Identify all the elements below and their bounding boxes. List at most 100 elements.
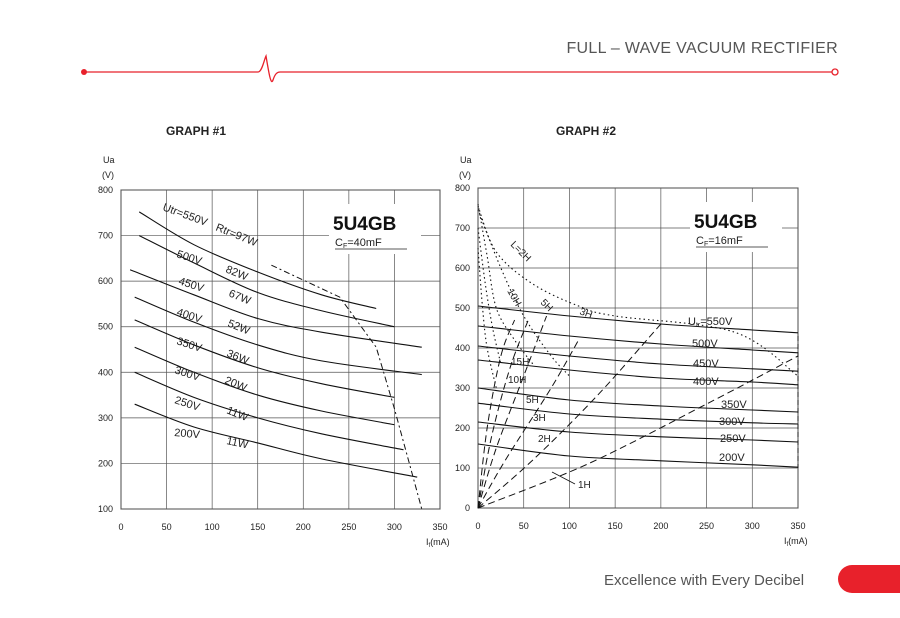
- y-tick-label: 800: [455, 183, 470, 193]
- capacitance-label: CF=40mF: [335, 237, 382, 250]
- series-line: [477, 387, 799, 413]
- series-line: [134, 371, 404, 451]
- inductance-label: 5H: [538, 297, 555, 314]
- y-tick-label: 700: [98, 231, 113, 241]
- x-tick-label: 100: [205, 522, 220, 532]
- tube-label-bg: [690, 202, 782, 252]
- x-tick-label: 50: [519, 521, 529, 531]
- inductance-leader-line: [551, 471, 576, 485]
- page-title: FULL – WAVE VACUUM RECTIFIER: [566, 40, 838, 57]
- x-tick-label: 250: [699, 521, 714, 531]
- inductance-curve-dashed: [477, 323, 662, 509]
- series-label: 350V: [721, 399, 747, 411]
- y-tick-label: 400: [455, 343, 470, 353]
- inductance-curve-dotted: [477, 227, 502, 365]
- inductance-curve-dotted: [477, 205, 799, 377]
- series-label: Utr=550V: [688, 316, 733, 329]
- y-tick-label: 500: [98, 322, 113, 332]
- x-tick-label: 0: [118, 522, 123, 532]
- series-label: 250V: [720, 433, 746, 445]
- series-line: [477, 402, 799, 425]
- series-line: [134, 346, 395, 426]
- tube-label-bg: [329, 204, 421, 254]
- inductance-label: 10H: [504, 287, 523, 308]
- inductance-label: 15H: [511, 357, 529, 368]
- y-tick-label: 600: [98, 276, 113, 286]
- series-curves: [477, 305, 799, 468]
- tube-name: 5U4GB: [694, 212, 757, 233]
- graph-title: GRAPH #1: [166, 124, 226, 138]
- series-label: 200V: [174, 427, 201, 441]
- series-label: 450V: [693, 358, 719, 370]
- y-tick-label: 800: [98, 185, 113, 195]
- rule-line: [84, 53, 834, 83]
- x-tick-label: 200: [296, 522, 311, 532]
- series-line: [477, 345, 799, 372]
- series-line: [134, 296, 422, 376]
- x-tick-label: 350: [790, 521, 805, 531]
- series-label: 400V: [693, 376, 719, 388]
- y-tick-label: 100: [455, 463, 470, 473]
- y-axis-label: Ua: [103, 155, 115, 165]
- x-tick-label: 300: [745, 521, 760, 531]
- footer-tagline: Excellence with Every Decibel: [604, 572, 805, 589]
- series-line: [477, 443, 799, 468]
- header-rule: [81, 53, 839, 83]
- series-line: [134, 319, 395, 398]
- series-power-label: 11W: [225, 435, 249, 451]
- series-label: 300V: [719, 416, 745, 428]
- x-tick-label: 350: [432, 522, 447, 532]
- series-line: [138, 211, 377, 310]
- inductance-curve-dashed: [477, 339, 580, 509]
- series-line: [477, 305, 799, 334]
- y-tick-label: 400: [98, 367, 113, 377]
- inductance-label: 3H: [578, 306, 594, 321]
- inductance-label: L=2H: [508, 239, 533, 264]
- y-axis-unit: (V): [459, 170, 471, 180]
- inductance-label: 10H: [508, 375, 526, 386]
- inductance-label: 2H: [538, 434, 551, 445]
- y-tick-label: 200: [455, 423, 470, 433]
- inductance-curve-dashed: [477, 319, 529, 509]
- y-tick-label: 600: [455, 263, 470, 273]
- x-tick-label: 50: [162, 522, 172, 532]
- x-tick-label: 0: [475, 521, 480, 531]
- inductance-curve-dashed: [477, 319, 516, 509]
- series-line: [477, 325, 799, 354]
- series-label: 200V: [719, 452, 745, 464]
- series-line: [134, 403, 418, 478]
- capacitance-label: CF=16mF: [696, 235, 743, 248]
- y-axis-label: Ua: [460, 155, 472, 165]
- y-tick-label: 0: [465, 503, 470, 513]
- y-tick-label: 200: [98, 458, 113, 468]
- y-axis-unit: (V): [102, 170, 114, 180]
- inductance-curve-dotted: [477, 247, 497, 389]
- x-axis-label: If(mA): [784, 536, 808, 548]
- graph-title: GRAPH #2: [556, 124, 616, 138]
- series-label: 500V: [692, 338, 718, 350]
- y-tick-label: 500: [455, 303, 470, 313]
- x-tick-label: 200: [653, 521, 668, 531]
- y-tick-label: 300: [455, 383, 470, 393]
- x-tick-label: 150: [250, 522, 265, 532]
- tube-name: 5U4GB: [333, 214, 396, 235]
- series-line: [477, 421, 799, 443]
- inductance-label: 5H: [526, 395, 539, 406]
- y-tick-label: 700: [455, 223, 470, 233]
- y-tick-label: 100: [98, 504, 113, 514]
- y-tick-label: 300: [98, 413, 113, 423]
- footer-accent-tab: [838, 565, 900, 593]
- x-tick-label: 300: [387, 522, 402, 532]
- series-line: [138, 235, 395, 328]
- series-line: [477, 359, 799, 386]
- inductance-label: 3H: [533, 413, 546, 424]
- series-curves: [129, 211, 422, 478]
- series-line: [129, 269, 422, 348]
- inductance-curve-dashed: [477, 355, 799, 509]
- inductance-label: 1H: [578, 480, 591, 491]
- x-tick-label: 100: [562, 521, 577, 531]
- rule-dot-right: [831, 68, 839, 76]
